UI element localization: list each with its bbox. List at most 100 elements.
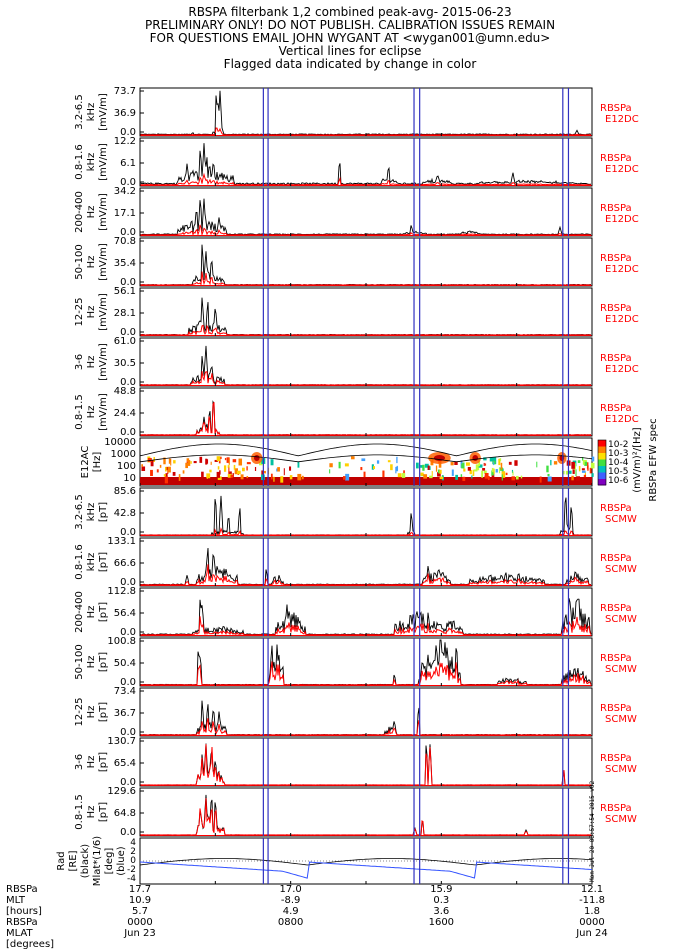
spectrogram-cell (153, 457, 155, 462)
spectrogram-cell (511, 469, 514, 474)
x-axis-value: 15.9 (430, 884, 453, 895)
spectrogram-cell (199, 456, 203, 463)
spectrogram-cell (547, 476, 552, 482)
panel-frame (139, 637, 593, 687)
spectrogram-cell (495, 469, 498, 473)
spectrogram-cell (451, 469, 454, 476)
spectrogram-cell (539, 476, 542, 483)
spectrogram-cell (450, 462, 454, 466)
spectrogram-cell (170, 458, 172, 466)
y-tick-label: 17.1 (114, 208, 136, 219)
spectrogram-cell (565, 470, 570, 475)
spectrogram-cell (401, 473, 406, 478)
spectrogram-cell (228, 458, 230, 465)
spectrogram-cell (397, 473, 402, 478)
y-axis-label: 3-6 (74, 754, 85, 770)
spectrogram-cell (454, 461, 458, 465)
spectrogram-band (140, 477, 592, 485)
y-tick-label: 85.6 (114, 486, 136, 497)
colorbar-frame (597, 439, 607, 486)
spectrogram-cell (515, 475, 519, 480)
x-axis-column: 17.7 10.9 5.7 0000 Jun 23 (110, 884, 170, 939)
x-axis-row-label: RBSPa (6, 917, 38, 928)
y-axis-label: (blue) (116, 846, 127, 876)
y-tick-label: 28.1 (114, 308, 136, 319)
spectrogram-cell (437, 469, 441, 474)
spectrogram-cell (164, 476, 168, 484)
warning-line: PRELIMINARY ONLY! DO NOT PUBLISH. CALIBR… (144, 18, 556, 32)
y-tick-label: 56.4 (114, 608, 136, 619)
spectrogram-cell (283, 468, 285, 476)
colorbar-segment (598, 479, 606, 486)
spectrogram-cell (571, 475, 574, 481)
instrument-label: RBSPa (600, 353, 632, 364)
y-tick-label: 0.0 (120, 527, 136, 538)
y-axis-label: Hz (86, 356, 97, 369)
colorbar-tick: 10-4 (608, 458, 629, 468)
spectrogram-cell (238, 458, 243, 466)
spectrogram-cell (280, 476, 284, 483)
y-axis-label: [deg] (104, 848, 115, 875)
y-tick-label: 0 (130, 856, 136, 866)
y-axis-label: [mV/m] (98, 293, 109, 331)
spectrogram-cell (163, 457, 166, 465)
spectrogram-cell (395, 466, 397, 474)
instrument-label: E12DC (605, 114, 639, 125)
spectrogram-cell (173, 460, 176, 464)
gyro-frequency-line (139, 443, 593, 457)
panel-frame (139, 687, 593, 737)
y-tick-label: 112.8 (107, 586, 136, 597)
y-axis-label: [RE] (68, 850, 79, 871)
spectrogram-cell (514, 460, 518, 466)
instrument-label: RBSPa (600, 253, 632, 264)
avg-trace (139, 718, 592, 736)
y-tick-label: 36.9 (114, 108, 136, 119)
y-axis-label: 12-25 (74, 697, 85, 726)
flag-note: Flagged data indicated by change in colo… (223, 57, 477, 71)
spectrogram-cell (591, 473, 594, 477)
instrument-label: SCMW (605, 664, 637, 675)
y-tick-label: 0.0 (120, 227, 136, 238)
spectrogram-cell (589, 467, 592, 474)
spectrogram-cell (246, 476, 249, 479)
y-axis-label: kHz (86, 103, 97, 122)
instrument-label: SCMW (605, 814, 637, 825)
spectrogram-cell (584, 461, 588, 466)
spectrogram-cell (420, 465, 423, 468)
spectrogram-cell (471, 475, 473, 479)
spectrogram-cell (550, 459, 552, 466)
spectrogram-cell (590, 462, 595, 469)
y-axis-label: 3.2-6.5 (74, 494, 85, 529)
y-tick-label: 34.2 (114, 186, 136, 197)
y-axis-label: Hz (86, 606, 97, 619)
y-axis-label: 3-6 (74, 354, 85, 370)
avg-trace (140, 564, 592, 586)
spectrogram-cell (206, 475, 209, 479)
spectrogram-cell (475, 464, 480, 471)
y-axis-label: Hz (86, 706, 97, 719)
spectrogram-cell (205, 458, 208, 465)
spectrogram-cell (270, 459, 274, 466)
instrument-label: RBSPa (600, 703, 632, 714)
spectrogram-cell (489, 457, 494, 462)
spectrogram-cell (484, 472, 489, 479)
spectrogram-cell (301, 475, 304, 480)
spectrogram-cell (363, 471, 366, 478)
spectrogram-cell (297, 473, 302, 481)
contact-line: FOR QUESTIONS EMAIL JOHN WYGANT AT <wyga… (149, 31, 551, 45)
colorbar-tick: 10-5 (608, 467, 628, 477)
spectrogram-cell (577, 460, 581, 463)
instrument-label: E12DC (605, 314, 639, 325)
spectrogram-cell (390, 464, 393, 471)
instrument-label: RBSPa (600, 203, 632, 214)
instrument-label: SCMW (605, 764, 637, 775)
y-tick-label: 36.7 (114, 708, 136, 719)
spectrogram-cell (159, 464, 162, 468)
spectrogram-cell (201, 471, 204, 479)
y-tick-label: 100 (117, 461, 136, 472)
y-tick-label: 0.0 (120, 827, 136, 838)
spectrogram-cell (150, 460, 154, 467)
spectrogram-cell (240, 474, 244, 480)
y-tick-label: 65.4 (114, 758, 136, 769)
colorbar-label: (mV/m)²/[Hz] (632, 427, 643, 493)
